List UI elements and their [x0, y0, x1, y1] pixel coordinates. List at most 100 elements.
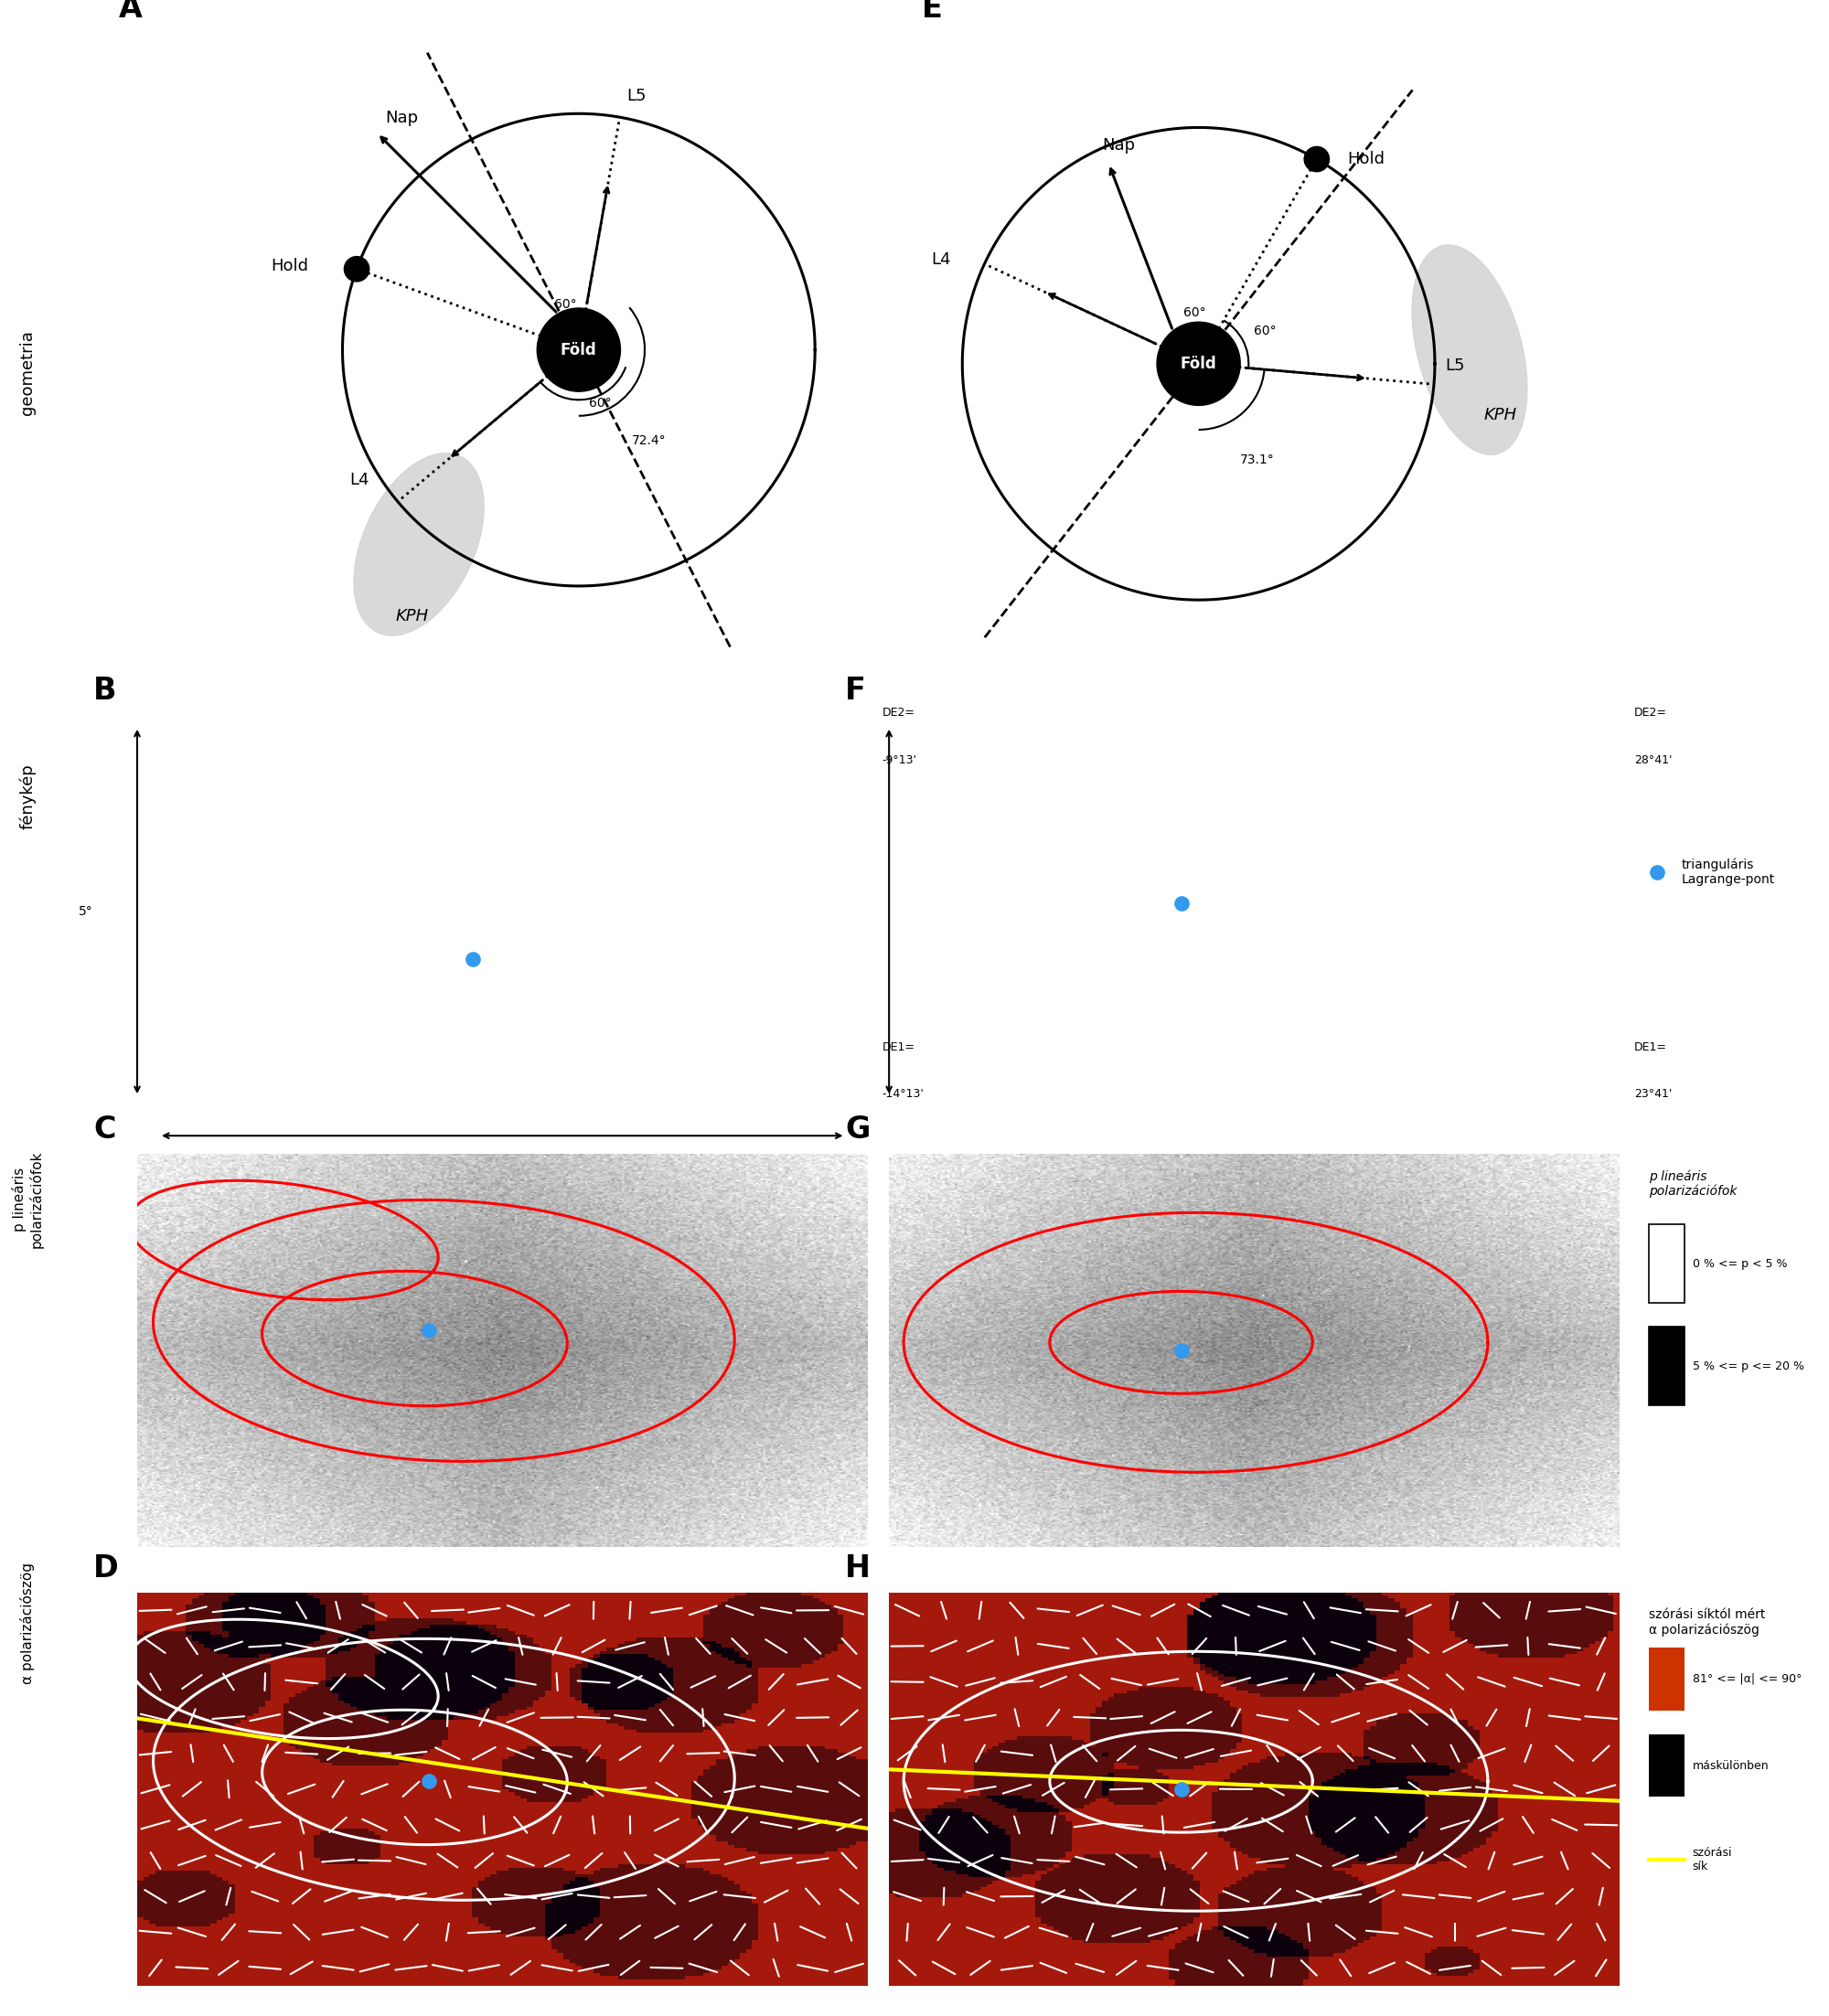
- Point: [638, 1068, 668, 1101]
- Point: [397, 895, 426, 927]
- Point: [1474, 867, 1503, 899]
- Point: [324, 1325, 353, 1357]
- Point: [763, 1167, 792, 1200]
- Point: [176, 1137, 205, 1169]
- Point: [527, 1048, 556, 1081]
- Point: [1531, 720, 1560, 752]
- Point: [1235, 1087, 1264, 1119]
- Point: [397, 1032, 426, 1064]
- Point: [337, 1054, 366, 1087]
- Point: [1096, 718, 1125, 750]
- Point: [1397, 875, 1427, 907]
- Point: [1489, 700, 1518, 732]
- Text: szórási
sík: szórási sík: [1692, 1847, 1732, 1873]
- Point: [1024, 808, 1054, 841]
- Point: [962, 1014, 991, 1046]
- Point: [679, 768, 708, 800]
- Point: [258, 774, 287, 806]
- Text: 28°41': 28°41': [1633, 754, 1672, 766]
- Point: [501, 1232, 530, 1264]
- Point: [583, 990, 613, 1022]
- Point: [1163, 905, 1193, 937]
- Point: [618, 859, 647, 891]
- Point: [562, 722, 591, 754]
- Point: [1357, 806, 1386, 839]
- Point: [649, 1387, 679, 1419]
- Point: [556, 772, 585, 804]
- Point: [1370, 1028, 1399, 1060]
- Point: [307, 849, 337, 881]
- Point: [1379, 1056, 1408, 1089]
- Point: [1377, 1189, 1407, 1222]
- Point: [1262, 768, 1291, 800]
- Point: [1253, 1026, 1282, 1058]
- Point: [452, 1246, 481, 1278]
- Point: [730, 911, 759, 943]
- Point: [146, 786, 176, 818]
- Point: [1556, 1187, 1586, 1220]
- Point: [626, 1486, 655, 1518]
- Point: [1438, 702, 1467, 734]
- Point: [1150, 1510, 1180, 1542]
- Point: [505, 742, 534, 774]
- Text: RA1=: RA1=: [152, 1175, 185, 1187]
- Point: [1469, 1062, 1498, 1095]
- Point: [1246, 784, 1275, 816]
- Point: [529, 911, 558, 943]
- Point: [293, 1407, 322, 1439]
- Point: [744, 1022, 774, 1054]
- Point: [497, 1083, 527, 1115]
- Point: [1335, 1034, 1364, 1066]
- Point: [808, 1038, 838, 1070]
- Point: [1211, 1038, 1240, 1070]
- Point: [360, 1056, 390, 1089]
- Point: [931, 716, 960, 748]
- Point: [818, 756, 847, 788]
- Point: [247, 818, 276, 851]
- Point: [355, 1056, 384, 1089]
- Point: [135, 941, 165, 974]
- Point: [1099, 1369, 1128, 1401]
- Point: [1171, 1343, 1200, 1375]
- Point: [1388, 903, 1417, 935]
- Text: p lineáris
polarizációfok: p lineáris polarizációfok: [11, 1151, 44, 1248]
- Point: [1247, 1500, 1277, 1532]
- Point: [653, 1048, 682, 1081]
- Point: [346, 1325, 375, 1357]
- Point: [1449, 877, 1478, 909]
- Point: [635, 984, 664, 1016]
- Point: [653, 921, 682, 954]
- Point: [938, 901, 968, 933]
- Point: [1114, 869, 1143, 901]
- Point: [265, 843, 294, 875]
- Point: [439, 996, 468, 1028]
- Point: [909, 937, 938, 970]
- Point: [391, 851, 421, 883]
- Point: [578, 782, 607, 814]
- Point: [225, 845, 254, 877]
- Point: [587, 978, 616, 1010]
- Text: 60°: 60°: [1255, 325, 1277, 337]
- Text: Nap: Nap: [1101, 137, 1134, 153]
- Point: [708, 964, 737, 996]
- Point: [1289, 831, 1319, 863]
- Point: [496, 887, 525, 919]
- Point: [1046, 776, 1075, 808]
- Point: [1180, 841, 1209, 873]
- Point: [126, 794, 155, 827]
- Point: [830, 1320, 860, 1353]
- Point: [1030, 992, 1059, 1024]
- Point: [1385, 970, 1414, 1002]
- Point: [572, 1369, 602, 1401]
- Point: [986, 988, 1015, 1020]
- Point: [576, 1165, 605, 1198]
- Point: [750, 1282, 779, 1314]
- Point: [289, 1070, 318, 1103]
- Point: [1586, 810, 1615, 843]
- Point: [979, 716, 1008, 748]
- Point: [713, 1020, 743, 1052]
- Point: [1194, 875, 1224, 907]
- Point: [743, 956, 772, 988]
- Point: [1388, 1208, 1417, 1240]
- Point: [1202, 931, 1231, 964]
